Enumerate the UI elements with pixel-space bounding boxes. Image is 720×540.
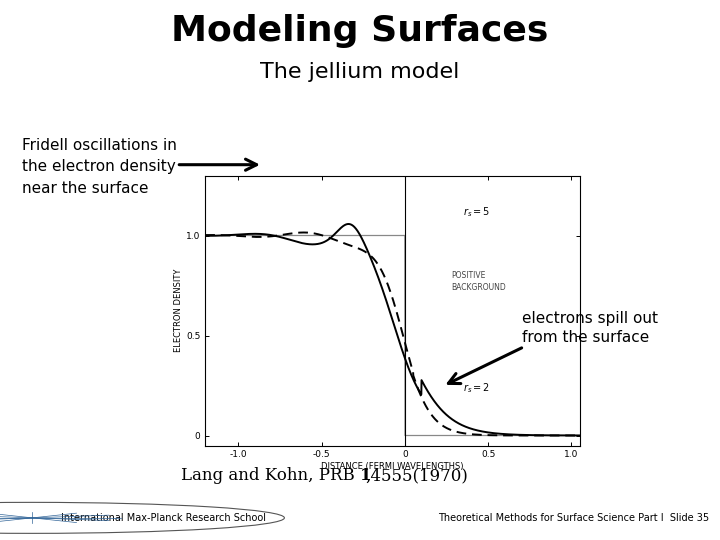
Text: The jellium model: The jellium model bbox=[261, 62, 459, 82]
Text: Modeling Surfaces: Modeling Surfaces bbox=[171, 14, 549, 48]
Text: Lang and Kohn, PRB: Lang and Kohn, PRB bbox=[181, 467, 360, 484]
Text: from the surface: from the surface bbox=[522, 330, 649, 346]
Text: Fridell oscillations in: Fridell oscillations in bbox=[22, 138, 176, 153]
Text: POSITIVE
BACKGROUND: POSITIVE BACKGROUND bbox=[451, 271, 506, 292]
Circle shape bbox=[0, 502, 284, 534]
Text: 1: 1 bbox=[360, 467, 372, 484]
Text: near the surface: near the surface bbox=[22, 181, 148, 196]
Text: $r_s = 2$: $r_s = 2$ bbox=[463, 381, 490, 395]
Text: International Max-Planck Research School: International Max-Planck Research School bbox=[61, 513, 266, 523]
Text: electrons spill out: electrons spill out bbox=[522, 310, 658, 326]
X-axis label: DISTANCE (FERMI WAVELENGTHS): DISTANCE (FERMI WAVELENGTHS) bbox=[321, 462, 464, 471]
Text: the electron density: the electron density bbox=[22, 159, 176, 174]
Y-axis label: ELECTRON DENSITY: ELECTRON DENSITY bbox=[174, 269, 183, 352]
Text: Theoretical Methods for Surface Science Part I  Slide 35: Theoretical Methods for Surface Science … bbox=[438, 513, 709, 523]
Text: $r_s = 5$: $r_s = 5$ bbox=[463, 206, 490, 219]
Text: ,4555(1970): ,4555(1970) bbox=[366, 467, 469, 484]
